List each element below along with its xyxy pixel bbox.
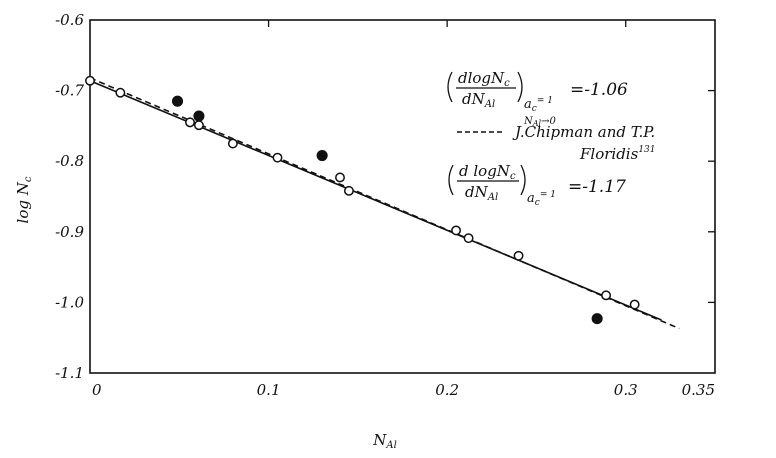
eq1-value: =-1.06 — [570, 80, 628, 100]
y-axis-title: log Nc — [14, 176, 34, 223]
data-point-open — [452, 226, 460, 234]
eq2-right-paren — [521, 165, 525, 195]
fit-line-solid — [90, 81, 661, 320]
eq1-numerator: dlogNc — [458, 69, 510, 89]
y-axis-title-sub: c — [23, 176, 34, 182]
x-axis-title-main: N — [372, 431, 387, 449]
x-tick-label: 0 — [92, 381, 102, 399]
y-tick-label: -0.8 — [55, 152, 84, 170]
eq1-left-paren — [448, 72, 452, 102]
data-point-open — [186, 118, 194, 126]
data-point-open — [464, 234, 472, 242]
y-tick-label: -1.0 — [55, 293, 84, 311]
y-tick-label: -1.1 — [55, 364, 84, 382]
y-tick-label: -0.6 — [55, 11, 84, 29]
x-axis-ticks: 0 0.1 0.2 0.3 0.35 — [92, 20, 715, 399]
eq2-value: =-1.17 — [568, 177, 626, 197]
eq2-denominator: dNAl — [465, 183, 498, 203]
eq1-condition-ac: ac= 1 — [524, 96, 553, 114]
y-axis-title-main: log N — [14, 181, 32, 223]
eq1-right-paren — [518, 72, 522, 102]
x-axis-title-sub: Al — [385, 440, 396, 451]
eq2-left-paren — [449, 165, 453, 195]
annotation-equation-1: dlogNc dNAl ac= 1 NAl→0 =-1.06 — [448, 69, 628, 128]
legend-reference: J.Chipman and T.P. Floridis131 — [457, 123, 656, 163]
data-point-open — [86, 77, 94, 85]
x-tick-label: 0.35 — [682, 381, 715, 399]
data-point-filled — [194, 111, 204, 121]
data-point-open — [630, 300, 638, 308]
data-point-filled — [317, 151, 327, 161]
eq1-denominator: dNAl — [462, 90, 495, 110]
x-tick-label: 0.1 — [257, 381, 281, 399]
data-point-open — [195, 121, 203, 129]
y-tick-label: -0.9 — [55, 223, 84, 241]
x-tick-label: 0.3 — [614, 381, 638, 399]
fit-line-dashed — [90, 78, 679, 329]
annotation-equation-2: d logNc dNAl ac= 1 =-1.17 — [449, 162, 626, 208]
data-point-open — [602, 291, 610, 299]
fit-lines — [90, 78, 679, 329]
data-point-open — [116, 89, 124, 97]
x-axis-title: NAl — [372, 431, 397, 451]
data-point-open — [273, 153, 281, 161]
data-point-filled — [173, 96, 183, 106]
data-point-open — [345, 187, 353, 195]
data-point-open — [229, 139, 237, 147]
eq2-condition-ac: ac= 1 — [527, 190, 556, 208]
y-tick-label: -0.7 — [55, 82, 84, 100]
data-point-open — [336, 173, 344, 181]
x-tick-label: 0.2 — [435, 381, 459, 399]
legend-ref-line2: Floridis131 — [579, 145, 656, 163]
legend-ref-line1: J.Chipman and T.P. — [512, 123, 655, 141]
data-point-filled — [592, 314, 602, 324]
data-point-open — [514, 252, 522, 260]
eq2-numerator: d logNc — [459, 162, 516, 182]
